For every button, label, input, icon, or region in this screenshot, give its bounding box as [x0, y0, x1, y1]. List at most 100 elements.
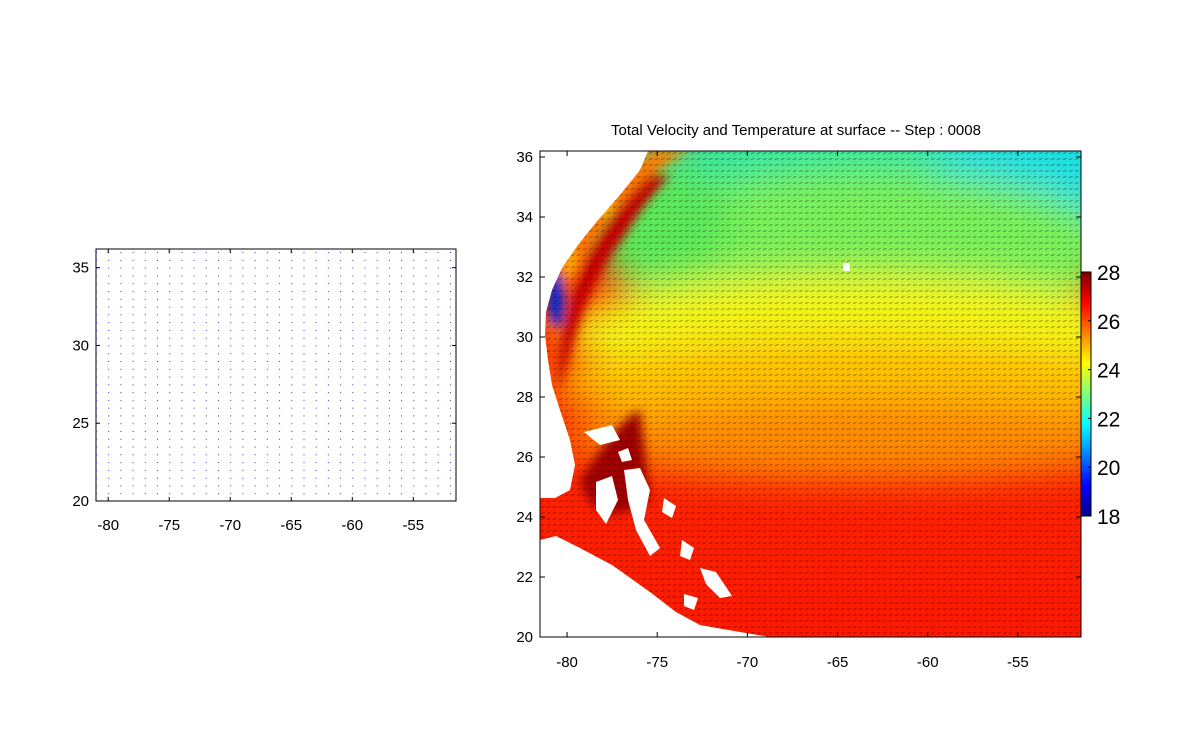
- grid-point: [315, 275, 317, 277]
- grid-point: [425, 493, 427, 495]
- grid-point: [254, 329, 256, 331]
- grid-point: [437, 322, 439, 324]
- grid-point: [96, 438, 97, 440]
- grid-point: [169, 493, 171, 495]
- grid-point: [120, 322, 122, 324]
- grid-point: [96, 322, 97, 324]
- grid-point: [169, 259, 171, 261]
- grid-point: [364, 477, 366, 479]
- grid-point: [169, 446, 171, 448]
- grid-point: [254, 267, 256, 269]
- grid-point: [218, 423, 219, 425]
- grid-point: [449, 368, 451, 370]
- grid-point: [266, 399, 268, 401]
- grid-point: [266, 392, 268, 394]
- grid-point: [449, 384, 451, 386]
- grid-point: [205, 283, 207, 285]
- grid-point: [132, 477, 134, 479]
- colorbar-tick-label: 20: [1097, 457, 1120, 480]
- grid-point: [120, 337, 122, 339]
- grid-point: [169, 345, 171, 347]
- grid-point: [144, 376, 146, 378]
- left-plot-area: [95, 248, 457, 502]
- grid-point: [120, 392, 122, 394]
- grid-point: [401, 477, 403, 479]
- grid-point: [425, 454, 427, 456]
- grid-point: [388, 415, 390, 417]
- grid-point: [340, 477, 342, 479]
- grid-point: [376, 376, 378, 378]
- colorbar-tick-label: 24: [1097, 360, 1121, 383]
- grid-point: [279, 454, 281, 456]
- grid-point: [230, 384, 232, 386]
- grid-point: [242, 283, 244, 285]
- x-tick-label: -65: [280, 517, 302, 534]
- grid-point: [230, 275, 232, 277]
- grid-point: [340, 306, 342, 308]
- grid-point: [449, 462, 451, 464]
- grid-point: [181, 345, 183, 347]
- grid-point: [120, 314, 122, 316]
- grid-point: [181, 322, 183, 324]
- grid-point: [413, 431, 415, 432]
- grid-point: [279, 337, 281, 339]
- grid-point: [279, 392, 281, 394]
- grid-point: [425, 298, 427, 300]
- grid-point: [266, 438, 268, 440]
- y-tick-label: 20: [516, 629, 533, 646]
- grid-point: [205, 407, 207, 409]
- grid-point: [218, 477, 219, 479]
- grid-point: [303, 376, 305, 378]
- grid-point: [157, 493, 158, 495]
- grid-point: [401, 485, 403, 487]
- grid-point: [132, 298, 134, 300]
- grid-point: [120, 399, 122, 401]
- grid-point: [144, 423, 146, 425]
- velocity-vectors: [540, 151, 1081, 637]
- grid-point: [449, 399, 451, 401]
- grid-point: [340, 493, 342, 495]
- grid-point: [242, 399, 244, 401]
- grid-point: [157, 353, 158, 355]
- grid-point: [266, 493, 268, 495]
- grid-point: [193, 306, 195, 308]
- grid-point: [230, 392, 232, 394]
- grid-point: [376, 392, 378, 394]
- grid-point: [388, 267, 390, 269]
- grid-point: [205, 345, 207, 347]
- grid-point: [242, 298, 244, 300]
- grid-point: [218, 361, 219, 362]
- grid-point: [327, 337, 329, 339]
- grid-point: [108, 407, 110, 409]
- grid-point: [413, 298, 415, 300]
- grid-point: [242, 368, 244, 370]
- grid-point: [279, 322, 281, 324]
- grid-point: [218, 469, 219, 471]
- grid-point: [437, 368, 439, 370]
- grid-point: [120, 462, 122, 464]
- grid-point: [364, 368, 366, 370]
- grid-point: [193, 314, 195, 316]
- grid-point: [108, 477, 110, 479]
- grid-point: [108, 291, 110, 292]
- grid-point: [449, 469, 451, 471]
- grid-point: [120, 353, 122, 355]
- grid-point: [96, 267, 97, 269]
- grid-point: [364, 252, 366, 254]
- grid-point: [254, 337, 256, 339]
- grid-point: [242, 314, 244, 316]
- grid-point: [291, 477, 293, 479]
- grid-point: [279, 252, 281, 254]
- grid-point: [96, 314, 97, 316]
- grid-point: [352, 423, 354, 425]
- grid-point: [108, 493, 110, 495]
- grid-point: [230, 298, 232, 300]
- grid-point: [352, 283, 354, 285]
- grid-point: [437, 431, 439, 432]
- y-tick-label: 20: [72, 493, 89, 510]
- grid-point: [254, 275, 256, 277]
- grid-point: [315, 306, 317, 308]
- grid-point: [303, 283, 305, 285]
- grid-point: [205, 446, 207, 448]
- grid-point: [108, 368, 110, 370]
